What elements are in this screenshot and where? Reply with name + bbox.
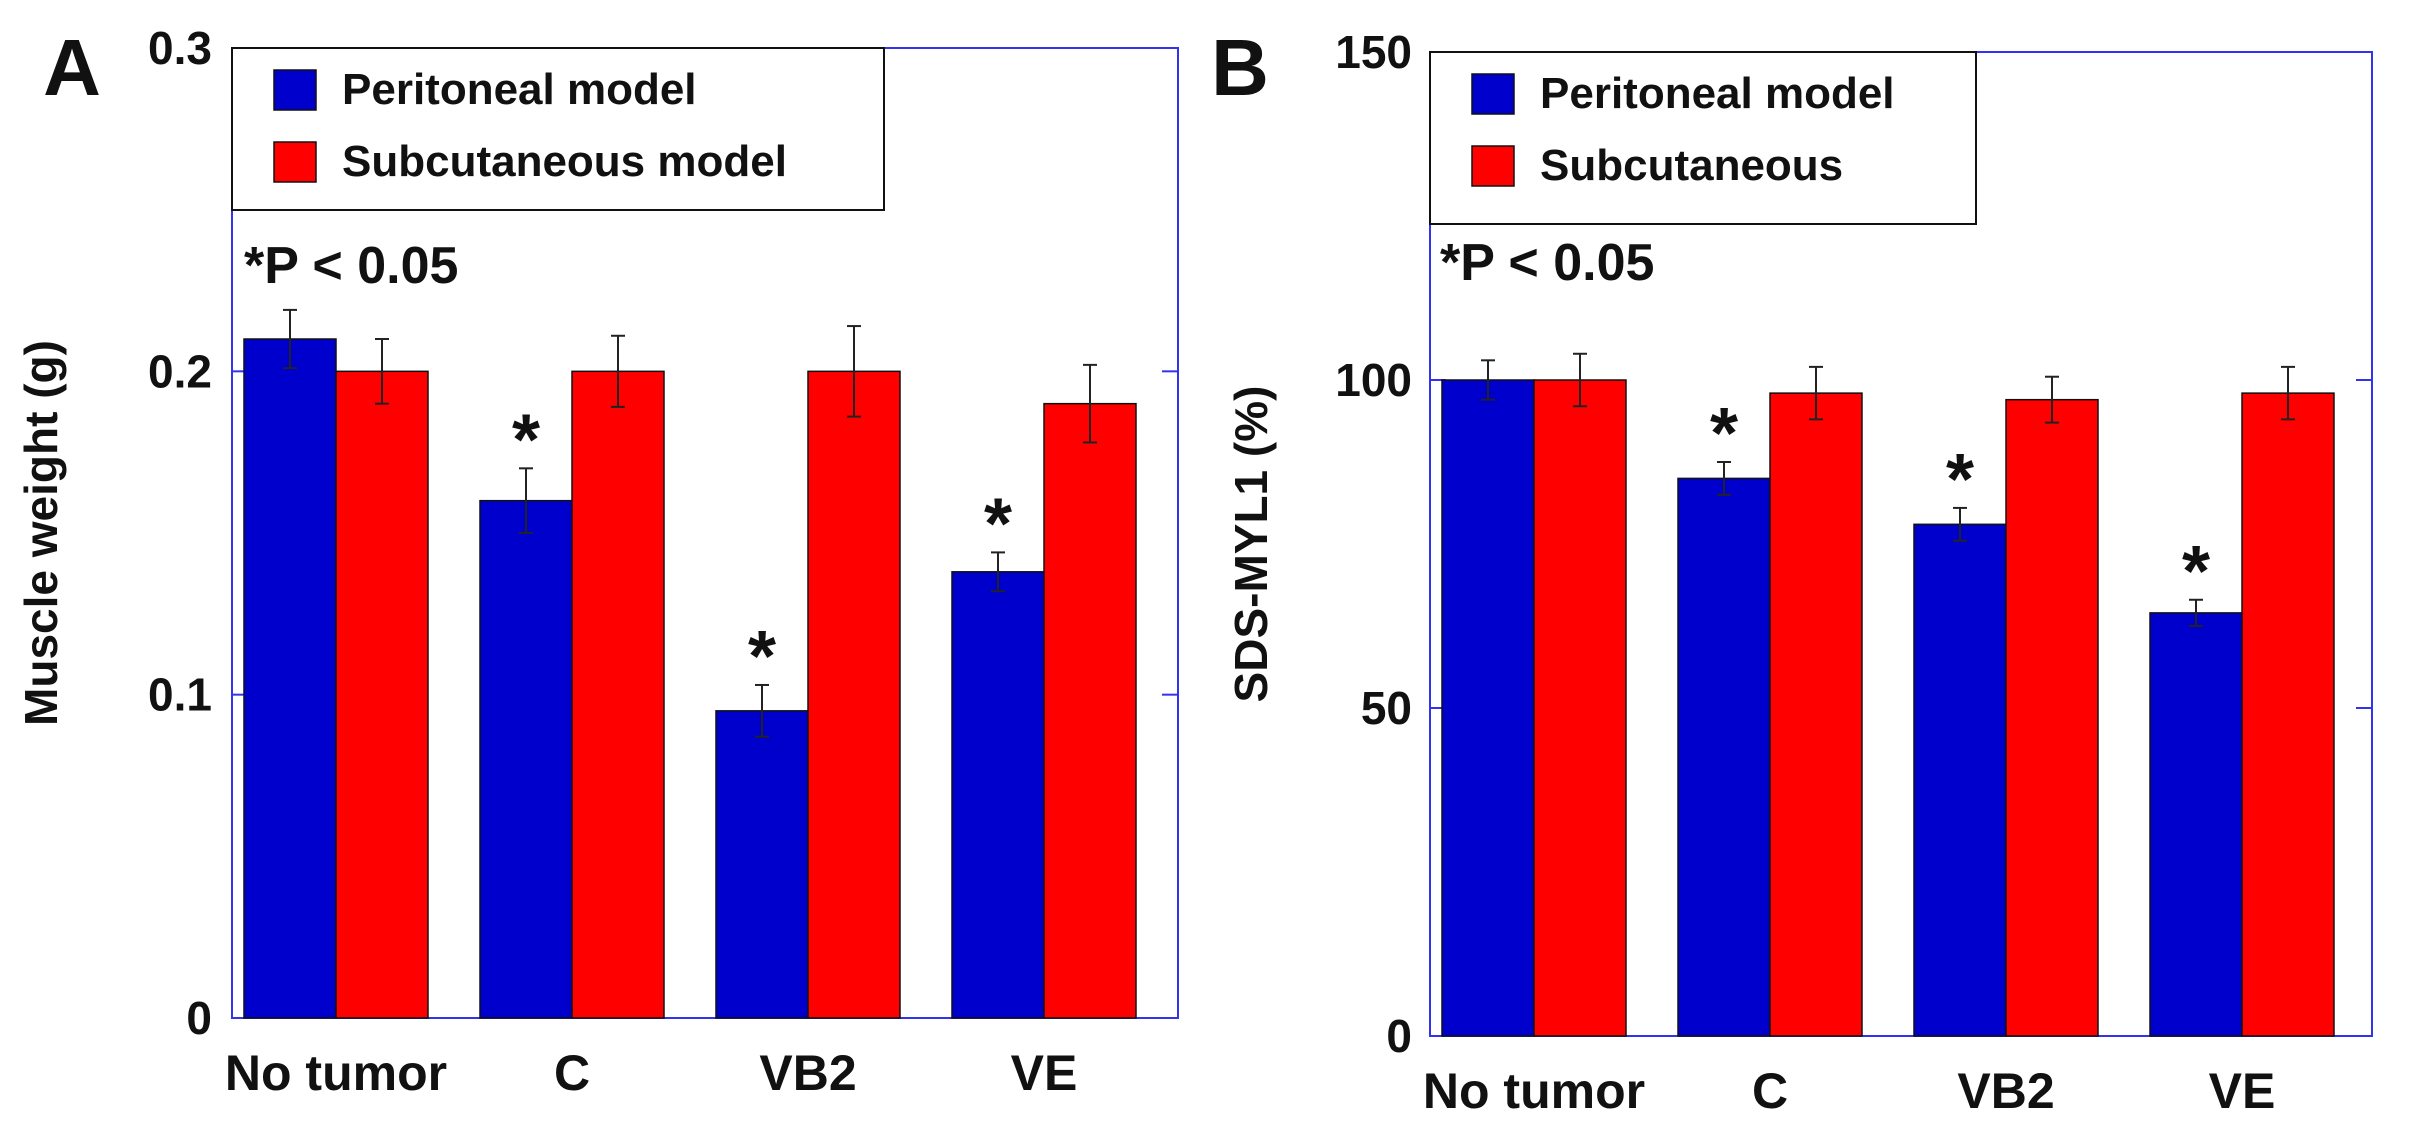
y-tick-label: 100 bbox=[1335, 354, 1412, 406]
legend-label: Subcutaneous bbox=[1540, 141, 1843, 190]
y-tick-label: 50 bbox=[1361, 682, 1412, 734]
bar bbox=[2005, 398, 2099, 1037]
y-tick-label: 0.3 bbox=[148, 22, 212, 74]
y-tick-label: 0.2 bbox=[148, 345, 212, 397]
y-axis-label: Muscle weight (g) bbox=[15, 340, 67, 726]
y-tick-label: 0 bbox=[186, 992, 212, 1044]
significance-marker: * bbox=[748, 617, 776, 697]
bar bbox=[243, 338, 337, 1019]
x-tick-label: VB2 bbox=[1957, 1063, 2054, 1119]
legend-swatch bbox=[273, 69, 317, 111]
x-tick-label: C bbox=[554, 1045, 590, 1101]
bar bbox=[479, 499, 573, 1019]
significance-marker: * bbox=[1710, 394, 1738, 474]
panel-label: B bbox=[1211, 23, 1269, 112]
legend-label: Peritoneal model bbox=[1540, 69, 1895, 118]
y-tick-label: 0 bbox=[1386, 1010, 1412, 1062]
significance-marker: * bbox=[1946, 440, 1974, 520]
panel-a: 0 0.1 0.2 0.3 No tumor * C * VB2 * VE Peritoneal mo… bbox=[15, 22, 1179, 1101]
bar bbox=[1441, 379, 1535, 1037]
bar bbox=[951, 571, 1045, 1019]
x-tick-label: No tumor bbox=[225, 1045, 447, 1101]
x-tick-label: VB2 bbox=[759, 1045, 856, 1101]
panel-b: 0 50 100 150 No tumor * C * VB2 * VE Peritoneal mod… bbox=[1211, 23, 2373, 1119]
bar bbox=[1043, 402, 1137, 1019]
legend-box bbox=[231, 47, 885, 211]
panel-label: A bbox=[43, 23, 101, 112]
bar bbox=[1677, 477, 1771, 1037]
legend-label: Subcutaneous model bbox=[342, 137, 787, 186]
x-tick-label: C bbox=[1752, 1063, 1788, 1119]
bar bbox=[571, 370, 665, 1019]
x-tick-label: VE bbox=[2209, 1063, 2276, 1119]
x-tick-label: No tumor bbox=[1423, 1063, 1645, 1119]
y-tick-label: 150 bbox=[1335, 26, 1412, 78]
legend-swatch bbox=[273, 141, 317, 183]
bar bbox=[2241, 392, 2335, 1037]
significance-marker: * bbox=[2182, 532, 2210, 612]
legend-box bbox=[1429, 51, 1977, 225]
x-tick-label: VE bbox=[1011, 1045, 1078, 1101]
bar bbox=[1769, 392, 1863, 1037]
significance-note: *P < 0.05 bbox=[244, 237, 458, 295]
bar bbox=[715, 710, 809, 1019]
bar bbox=[2149, 612, 2243, 1037]
legend-label: Peritoneal model bbox=[342, 65, 697, 114]
bar bbox=[1913, 523, 2007, 1037]
significance-note: *P < 0.05 bbox=[1440, 234, 1654, 292]
bar bbox=[335, 370, 429, 1019]
significance-marker: * bbox=[512, 400, 540, 480]
legend-swatch bbox=[1471, 73, 1515, 115]
bar bbox=[1533, 379, 1627, 1037]
significance-marker: * bbox=[984, 484, 1012, 564]
legend-swatch bbox=[1471, 145, 1515, 187]
y-axis-label: SDS-MYL1 (%) bbox=[1225, 386, 1277, 703]
y-tick-label: 0.1 bbox=[148, 669, 212, 721]
bar bbox=[807, 370, 901, 1019]
